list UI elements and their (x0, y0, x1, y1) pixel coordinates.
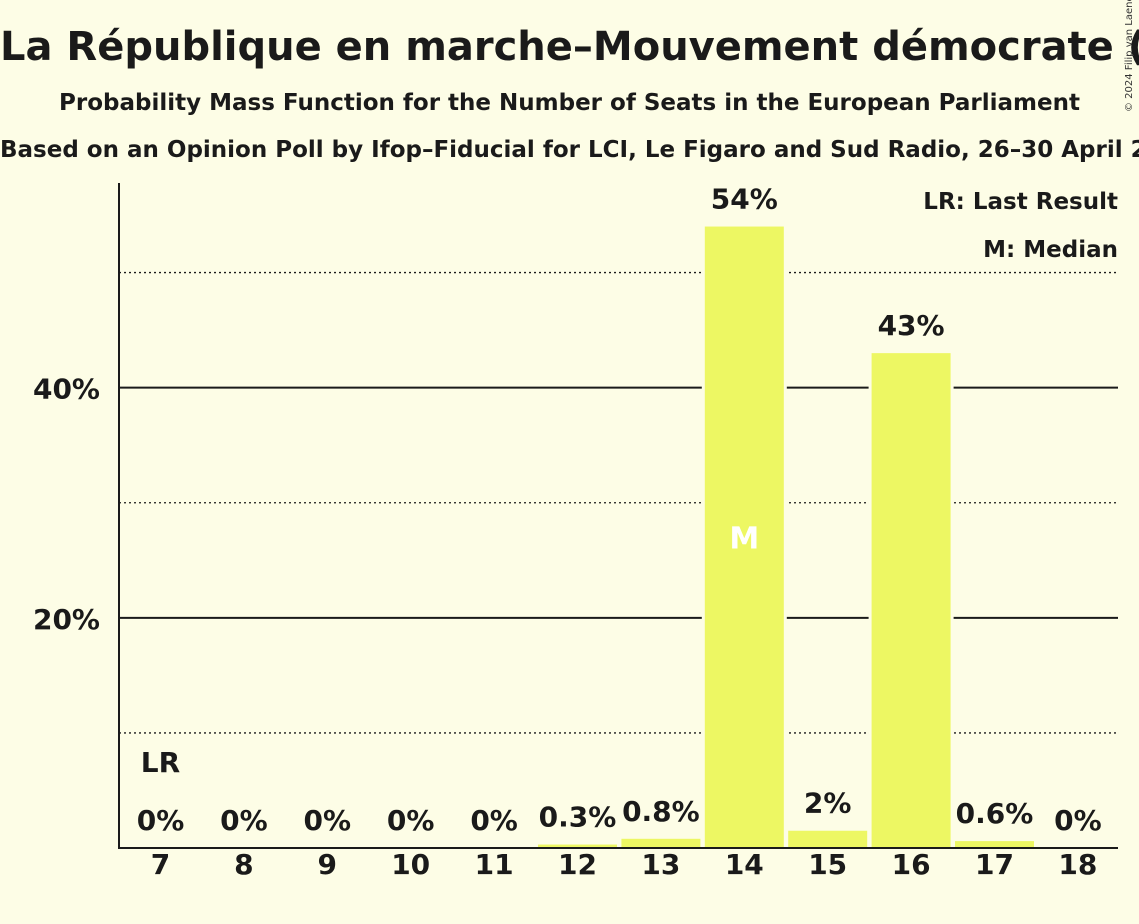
x-tick-label: 7 (151, 848, 170, 881)
data-label: 0% (387, 804, 435, 837)
bar (621, 838, 701, 848)
data-label: 0% (220, 804, 268, 837)
x-tick-label: 18 (1058, 848, 1097, 881)
bar (871, 353, 951, 848)
legend-last-result: LR: Last Result (923, 189, 1118, 215)
y-tick-label: 20% (33, 603, 100, 636)
data-label: 54% (711, 183, 778, 216)
axis-layer (118, 183, 1118, 849)
x-tick-label: 14 (725, 848, 764, 881)
last-result-marker: LR (141, 746, 180, 779)
bar (955, 841, 1034, 848)
y-tick-label: 40% (33, 373, 100, 406)
x-tick-label: 8 (234, 848, 253, 881)
data-label: 0% (1054, 804, 1102, 837)
x-tick-label: 13 (641, 848, 680, 881)
bars-layer (535, 223, 1037, 849)
data-label: 0% (137, 804, 185, 837)
bar (538, 844, 617, 848)
x-tick-label: 12 (558, 848, 597, 881)
bar (704, 226, 784, 849)
chart-title: La République en marche–Mouvement démocr… (0, 24, 1139, 70)
data-label: 0.6% (956, 797, 1034, 830)
data-label: 0.3% (539, 801, 617, 834)
median-marker: M (729, 521, 759, 556)
legend-median: M: Median (983, 237, 1118, 263)
x-tick-label: 9 (318, 848, 337, 881)
bar (788, 830, 868, 848)
x-tick-label: 11 (475, 848, 514, 881)
data-label: 0% (304, 804, 352, 837)
x-tick-label: 10 (391, 848, 430, 881)
data-label: 43% (878, 309, 945, 342)
x-tick-label: 16 (892, 848, 931, 881)
data-label: 0.8% (622, 795, 700, 828)
chart-subtitle: Probability Mass Function for the Number… (59, 90, 1080, 116)
labels-layer: 0% 7 LR 0% 8 0% 9 0% 10 0% 11 0.3% 12 0.8% 13 54% 14 M 2% 1… (137, 183, 1102, 881)
x-tick-label: 17 (975, 848, 1014, 881)
data-label: 0% (470, 804, 518, 837)
data-label: 2% (804, 787, 852, 820)
grid-layer: 20% 40% (33, 271, 1118, 734)
x-tick-label: 15 (808, 848, 847, 881)
chart-source: Based on an Opinion Poll by Ifop–Fiducia… (0, 137, 1139, 163)
